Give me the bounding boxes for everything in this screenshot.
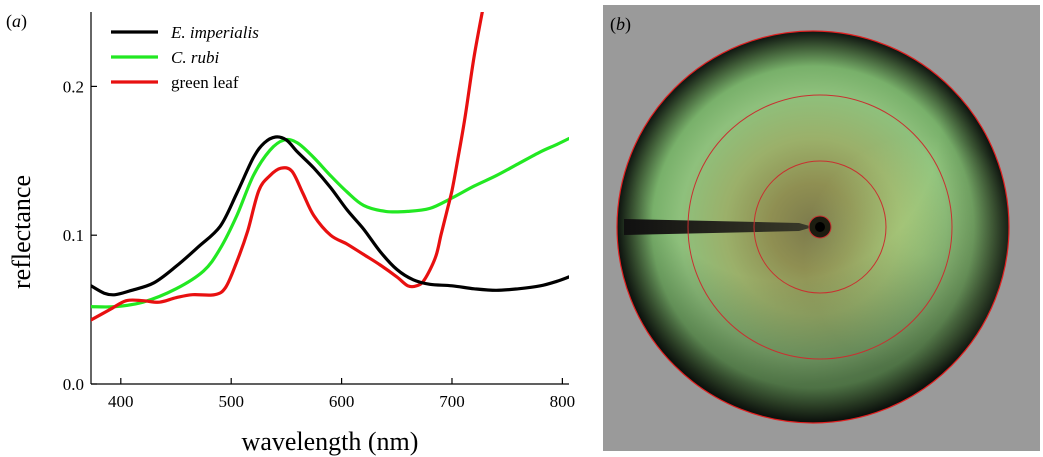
x-tick-label: 500	[218, 392, 244, 411]
panel-a-label: (a)	[6, 11, 27, 32]
legend-label: green leaf	[171, 73, 239, 92]
chart-series	[91, 12, 569, 322]
legend-label: C. rubi	[171, 48, 219, 67]
reflectance-chart: 400 500 600 700 800 0.0 0.1 0.2 E. imperialis C.…	[6, 11, 575, 456]
x-tick-label: 600	[329, 392, 355, 411]
y-tick-label: 0.0	[63, 375, 84, 394]
inner-ring	[753, 160, 887, 294]
x-tick-label: 400	[108, 392, 134, 411]
outer-rim	[616, 30, 1010, 424]
scatterometer-image	[616, 30, 1010, 424]
chart-axes	[90, 12, 569, 385]
x-axis-label: wavelength (nm)	[242, 427, 419, 456]
micrograph-panel: (b)	[603, 5, 1040, 451]
series-line-e-imperialis	[91, 135, 569, 297]
x-tick-label: 800	[550, 392, 576, 411]
chart-ticks: 400 500 600 700 800 0.0 0.1 0.2	[63, 77, 575, 411]
series-line-c-rubi	[91, 136, 569, 309]
specimen-holder-stem	[624, 219, 813, 235]
legend-label: E. imperialis	[170, 23, 259, 42]
center-dot	[815, 222, 825, 232]
x-tick-label: 700	[439, 392, 465, 411]
panel-b-label: (b)	[610, 14, 631, 34]
y-tick-label: 0.1	[63, 226, 84, 245]
y-axis-label: reflectance	[7, 175, 36, 289]
chart-legend: E. imperialis C. rubi green leaf	[111, 23, 259, 92]
y-tick-label: 0.2	[63, 77, 84, 96]
series-line-green-leaf	[91, 12, 484, 322]
middle-ring	[687, 94, 953, 360]
